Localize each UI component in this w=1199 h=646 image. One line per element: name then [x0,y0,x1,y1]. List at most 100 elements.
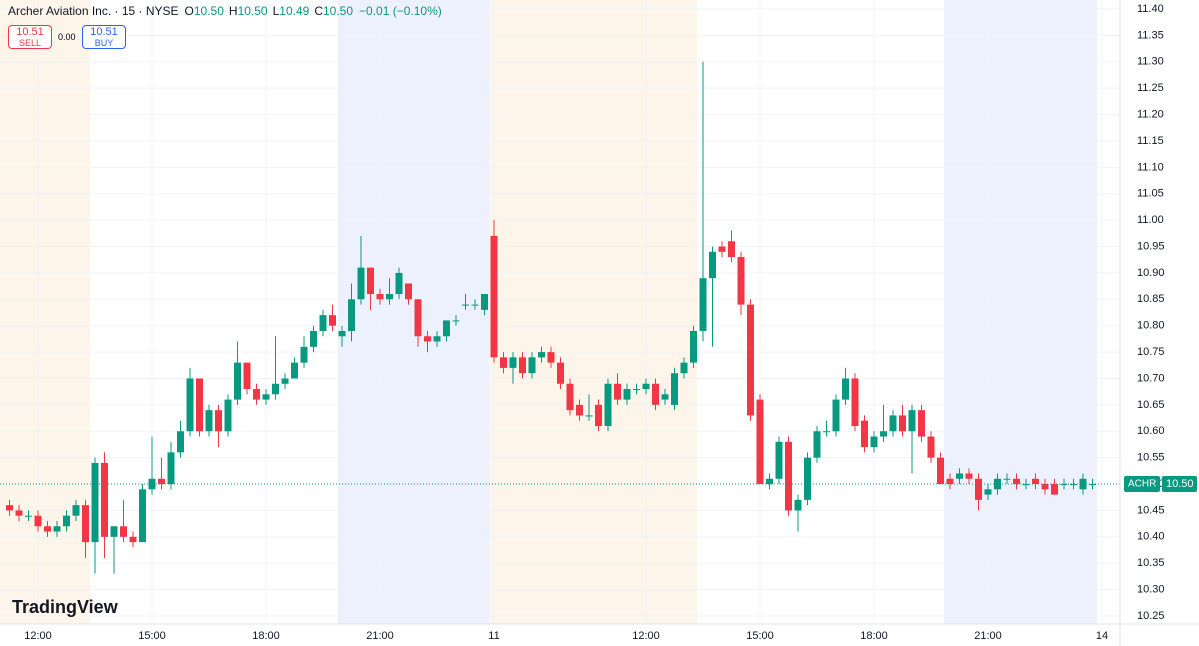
candle-body [490,235,498,358]
legend: Archer Aviation Inc. · 15 · NYSE O10.50 H… [8,4,442,18]
ohlc-value: 10.49 [279,4,310,18]
afterhours-band [338,0,489,624]
y-tick-label: 11.10 [1137,161,1164,173]
candle-body [367,267,374,295]
candle-body [975,478,982,500]
y-tick-label: 11.00 [1137,214,1164,226]
candle-body [338,330,346,337]
candle-body [424,336,431,342]
x-tick-label: 15:00 [746,630,774,642]
candle-body [775,441,783,479]
ohlc-item: C10.50 [314,4,353,18]
candle-body [937,457,944,485]
ohlc-item: O10.50 [185,4,224,18]
candle-body [101,462,108,537]
candle-body [699,278,707,331]
candle-body [1032,478,1039,485]
candle-body [604,383,612,426]
y-tick-label: 10.95 [1137,240,1165,252]
x-tick-label: 12:00 [24,630,52,642]
candle-body [471,304,479,306]
candle-body [918,410,925,437]
candle-body [234,362,241,400]
candle-body [196,378,203,432]
candle-body [291,362,298,379]
y-tick-label: 10.40 [1137,531,1165,543]
candle-body [576,404,583,416]
candle-body [15,510,23,516]
y-tick-label: 11.30 [1137,56,1164,68]
candle-body [566,383,574,411]
candle-body [965,473,973,479]
candle-body [357,267,365,300]
ohlc-item: H10.50 [229,4,268,18]
candle-body [433,336,441,342]
x-tick-label: 15:00 [138,630,166,642]
candle-body [690,330,697,363]
buy-price: 10.51 [90,26,118,38]
ohlc-key: O [184,4,194,18]
y-tick-label: 10.60 [1137,425,1165,437]
x-tick-label: 18:00 [860,630,888,642]
candle-body [91,462,99,543]
candle-body [262,394,270,400]
candle-body [25,515,32,517]
spread: 0.00 [58,32,76,42]
candle-body [243,362,251,390]
sell-label: SELL [18,38,42,48]
candle-body [661,394,669,400]
y-tick-label: 10.80 [1137,320,1165,332]
candle-body [718,246,726,252]
candle-body [994,478,1001,490]
candle-body [1013,478,1020,485]
candle-body [129,536,137,543]
y-tick-label: 11.35 [1137,29,1164,41]
candle-body [984,489,992,495]
candle-body [329,315,336,326]
candle-body [205,410,213,432]
candle-body [956,473,963,479]
candle-body [53,526,61,532]
candle-body [139,489,146,543]
candle-body [870,436,878,448]
candle-body [72,505,80,516]
premarket-band [489,0,697,624]
x-tick-label: 14 [1096,630,1108,642]
x-tick-label: 11 [488,630,499,642]
candle-body [880,431,887,437]
candle-body [44,526,51,532]
candle-body [310,330,317,347]
y-tick-label: 10.90 [1137,267,1165,279]
candle-body [652,383,659,405]
buy-button[interactable]: 10.51 BUY [82,25,126,49]
ohlc-key: C [314,4,323,18]
candle-body [823,431,830,433]
candle-body [177,431,184,453]
candle-body [148,478,156,490]
candle-body [747,304,754,416]
candle-body [899,415,906,432]
candle-body [405,283,412,300]
candle-body [1041,484,1049,490]
buy-label: BUY [94,38,114,48]
candle-body [756,399,764,485]
candle-body [1051,484,1058,495]
candle-body [737,257,745,305]
candle-body [614,383,621,400]
y-tick-label: 10.30 [1137,584,1165,596]
candle-body [889,415,897,432]
y-tick-label: 11.05 [1137,188,1164,200]
candle-body [462,304,469,306]
candle-body [509,357,517,368]
candle-body [158,478,165,485]
candle-body [794,499,802,511]
candle-body [395,272,403,295]
premarket-band [0,0,90,624]
x-tick-label: 21:00 [974,630,1002,642]
sell-button[interactable]: 10.51 SELL [8,25,52,49]
candle-body [804,457,811,500]
candle-body [319,315,327,331]
y-tick-label: 11.25 [1137,82,1164,94]
